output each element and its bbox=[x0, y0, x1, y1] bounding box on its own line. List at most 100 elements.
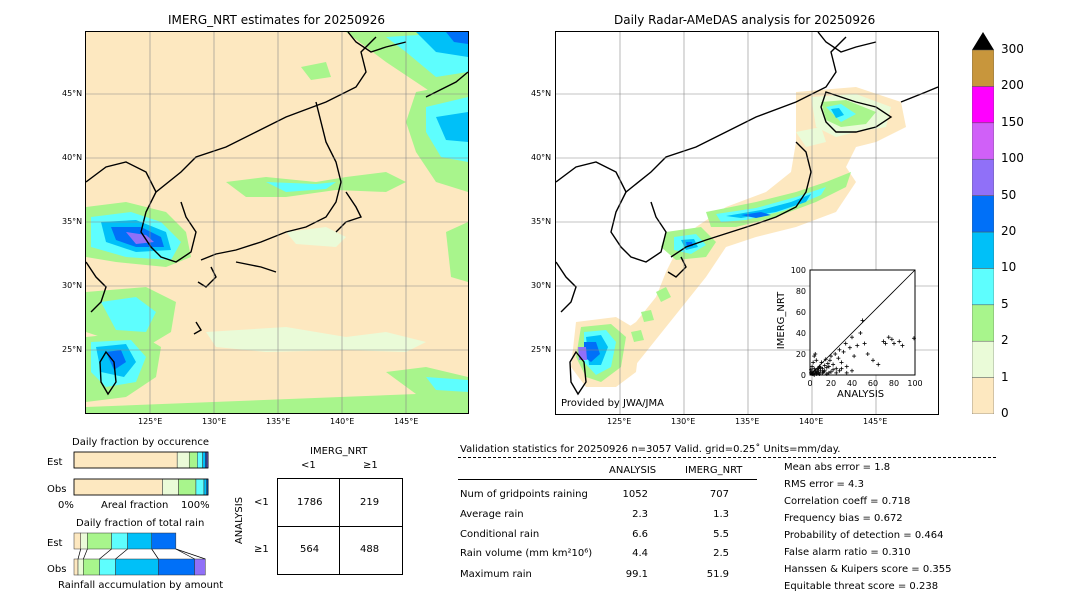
colorbar-tick-label: 0 bbox=[1001, 406, 1009, 420]
scatter-point bbox=[833, 352, 838, 356]
occurrence-bars bbox=[73, 451, 209, 496]
occurrence-axis-mid: Areal fraction bbox=[101, 500, 169, 511]
fraction-bar-segment bbox=[73, 478, 163, 496]
scatter-point bbox=[844, 364, 849, 369]
contingency-col-header: IMERG_NRT bbox=[310, 446, 368, 457]
scatter-point bbox=[820, 370, 825, 375]
left-lat-label: 40°N bbox=[62, 153, 83, 162]
scatter-point bbox=[822, 368, 827, 373]
scatter-point bbox=[813, 368, 818, 373]
scatter-point bbox=[814, 358, 819, 363]
scatter-y-tick: 100 bbox=[791, 266, 806, 275]
colorbar-tick-label: 10 bbox=[1001, 260, 1017, 275]
total-rain-row-obs: Obs bbox=[47, 564, 67, 575]
scatter-point bbox=[871, 358, 875, 363]
contingency-cell: 564 bbox=[300, 544, 320, 555]
scatter-x-tick: 40 bbox=[847, 379, 857, 388]
scatter-point bbox=[844, 370, 849, 375]
left-rain-fields bbox=[86, 32, 468, 413]
scatter-point bbox=[827, 358, 832, 363]
left-lon-label: 130°E bbox=[202, 417, 227, 426]
left-map-title: IMERG_NRT estimates for 20250926 bbox=[168, 13, 385, 27]
scatter-x-tick: 60 bbox=[868, 379, 878, 388]
colorbar-tick-label: 100 bbox=[1001, 151, 1024, 166]
colorbar-segment bbox=[971, 195, 995, 233]
colorbar-segment bbox=[971, 49, 995, 87]
scatter-point bbox=[811, 371, 816, 376]
total-rain-bars bbox=[73, 532, 206, 576]
validation-row-label: Conditional rain bbox=[460, 529, 540, 540]
scatter-point bbox=[820, 366, 825, 371]
total-rain-title: Daily fraction of total rain bbox=[76, 518, 205, 529]
fraction-connector bbox=[77, 548, 82, 560]
total-rain-axis-label: Rainfall accumulation by amount bbox=[58, 580, 224, 591]
fraction-bar-segment bbox=[195, 478, 205, 496]
score-line: Correlation coeff = 0.718 bbox=[784, 496, 911, 507]
fraction-connector bbox=[175, 548, 206, 560]
scatter-point bbox=[850, 335, 854, 340]
fraction-bar-segment bbox=[87, 532, 112, 550]
scatter-point bbox=[837, 368, 842, 373]
scatter-x-tick: 100 bbox=[907, 379, 922, 388]
right-lon-label: 125°E bbox=[607, 417, 632, 426]
validation-col-analysis: ANALYSIS bbox=[609, 465, 657, 476]
colorbar-segment bbox=[971, 304, 995, 342]
colorbar-tick-label: 50 bbox=[1001, 187, 1017, 202]
occurrence-row-est: Est bbox=[47, 457, 63, 468]
scatter-point bbox=[836, 356, 841, 361]
scatter-point bbox=[829, 354, 833, 359]
scatter-xlabel: ANALYSIS bbox=[837, 389, 885, 400]
scatter-point bbox=[813, 352, 818, 356]
left-lon-label: 135°E bbox=[266, 417, 291, 426]
colorbar-tick-label: 1 bbox=[1001, 369, 1009, 384]
occurrence-row-obs: Obs bbox=[47, 484, 67, 495]
contingency-col-lt: <1 bbox=[301, 460, 316, 471]
scatter-y-tick: 80 bbox=[796, 287, 806, 296]
scatter-y-tick: 40 bbox=[796, 329, 806, 338]
colorbar-tick-label: 300 bbox=[1001, 42, 1024, 56]
scatter-point bbox=[824, 371, 829, 376]
scatter-point bbox=[847, 345, 852, 350]
colorbar-segment bbox=[971, 377, 995, 415]
scatter-point bbox=[860, 318, 865, 323]
scatter-point bbox=[850, 368, 854, 373]
scatter-point bbox=[826, 364, 831, 369]
left-map-canvas bbox=[86, 32, 468, 413]
scatter-point bbox=[862, 341, 867, 346]
fraction-bar-segment bbox=[77, 558, 84, 576]
fraction-bar-frame bbox=[73, 451, 209, 469]
score-line: Probability of detection = 0.464 bbox=[784, 530, 944, 541]
scatter-point bbox=[823, 357, 828, 362]
fraction-bar-segment bbox=[176, 451, 190, 469]
score-line: Equitable threat score = 0.238 bbox=[784, 581, 939, 592]
scatter-point bbox=[831, 367, 836, 372]
scatter-points bbox=[809, 318, 916, 377]
contingency-cell: 219 bbox=[360, 497, 380, 508]
scatter-point bbox=[810, 369, 815, 374]
scatter-point bbox=[834, 366, 839, 371]
scatter-point bbox=[812, 366, 817, 371]
right-coastline bbox=[556, 32, 938, 396]
colorbar-tick-label: 20 bbox=[1001, 224, 1017, 238]
scatter-x-tick: 80 bbox=[889, 379, 899, 388]
score-line: Mean abs error = 1.8 bbox=[784, 462, 891, 473]
scatter-point bbox=[911, 336, 916, 341]
validation-imerg-value: 2.5 bbox=[713, 548, 729, 559]
scatter-point bbox=[815, 369, 820, 374]
right-lat-label: 45°N bbox=[531, 89, 552, 98]
right-lon-label: 140°E bbox=[799, 417, 824, 426]
scatter-point bbox=[822, 363, 827, 368]
fraction-bar-segment bbox=[99, 558, 116, 576]
scatter-point bbox=[839, 360, 844, 365]
fraction-bar-segment bbox=[115, 558, 159, 576]
right-lon-label: 130°E bbox=[671, 417, 696, 426]
scatter-point bbox=[829, 369, 833, 374]
scatter-point bbox=[824, 365, 829, 370]
fraction-bar-segment bbox=[178, 478, 197, 496]
scatter-point bbox=[811, 360, 816, 365]
validation-row-label: Maximum rain bbox=[460, 569, 532, 580]
right-lat-label: 25°N bbox=[531, 345, 552, 354]
left-gridlines bbox=[86, 32, 468, 413]
validation-divider bbox=[458, 457, 996, 458]
validation-row-label: Num of gridpoints raining bbox=[460, 489, 588, 500]
